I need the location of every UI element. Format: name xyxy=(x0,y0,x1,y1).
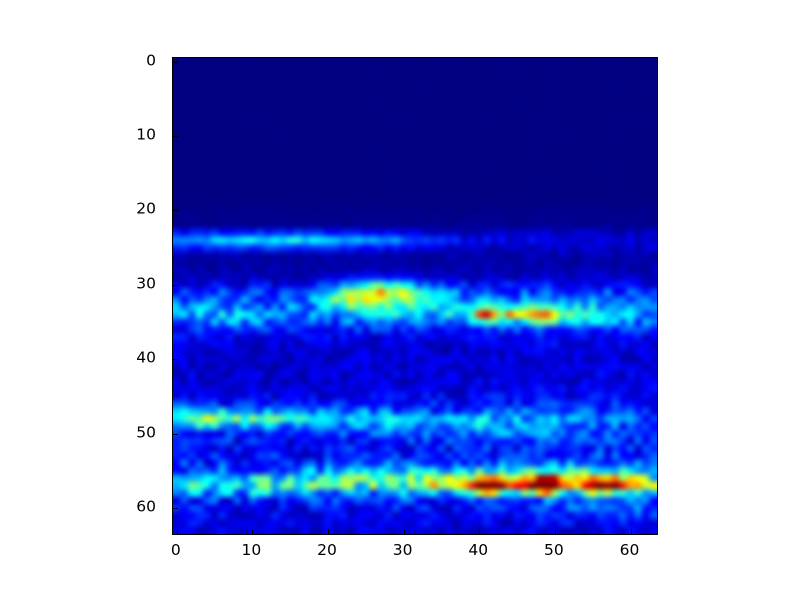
y-tick-label: 10 xyxy=(136,125,156,144)
x-tick-mark xyxy=(630,529,632,534)
x-tick-mark xyxy=(554,529,556,534)
y-tick-mark xyxy=(173,284,178,286)
y-tick-mark xyxy=(173,210,178,212)
x-tick-label: 50 xyxy=(544,541,564,559)
y-tick-label: 60 xyxy=(136,497,156,516)
y-tick-mark xyxy=(173,61,178,63)
x-tick-label: 10 xyxy=(241,541,262,559)
heatmap-axes[interactable] xyxy=(172,57,658,535)
y-tick-label: 30 xyxy=(136,274,156,293)
y-tick-mark xyxy=(173,359,178,361)
x-tick-mark xyxy=(252,529,254,534)
x-tick-label: 0 xyxy=(170,541,181,559)
y-tick-mark xyxy=(173,433,178,435)
y-tick-mark xyxy=(173,136,178,138)
x-tick-label: 30 xyxy=(392,541,413,559)
x-tick-mark xyxy=(479,529,481,534)
heatmap-image xyxy=(173,58,657,534)
y-tick-label: 40 xyxy=(136,348,156,367)
y-tick-label: 20 xyxy=(136,199,156,218)
x-tick-label: 60 xyxy=(619,541,640,559)
x-tick-label: 40 xyxy=(468,541,489,559)
x-tick-mark xyxy=(328,529,330,534)
y-tick-label: 0 xyxy=(146,50,156,69)
x-tick-mark xyxy=(403,529,405,534)
y-tick-mark xyxy=(173,507,178,509)
y-tick-label: 50 xyxy=(136,422,156,441)
x-tick-mark xyxy=(176,529,178,534)
x-tick-label: 20 xyxy=(317,541,337,559)
